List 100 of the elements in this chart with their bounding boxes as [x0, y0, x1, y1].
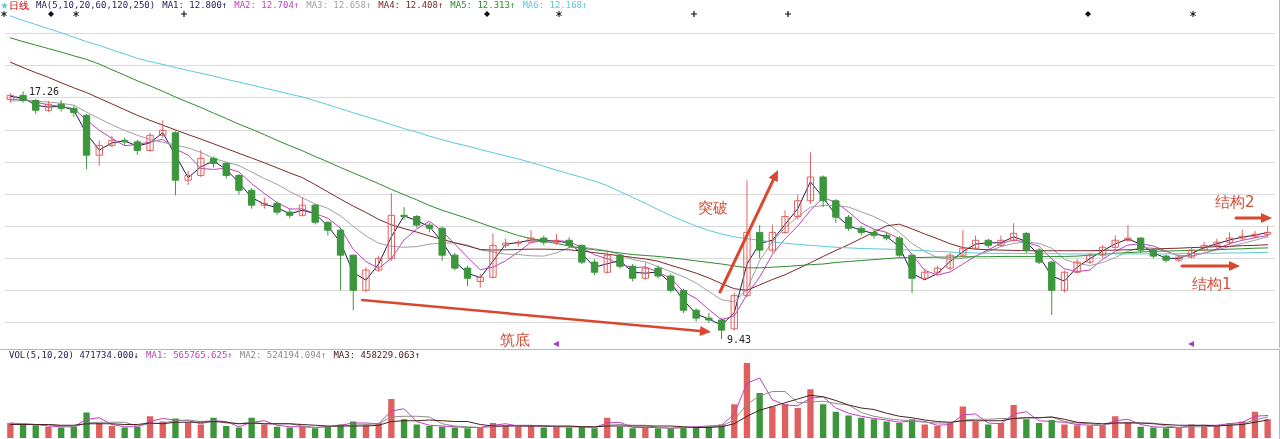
- bar: [756, 393, 763, 438]
- bar: [616, 426, 624, 438]
- candlestick: [235, 173, 243, 195]
- bar: [1010, 405, 1017, 438]
- annotation: 筑底: [500, 331, 530, 349]
- bar: [1264, 419, 1271, 438]
- candlestick: [603, 250, 611, 275]
- text: MA3: 458229.063↑: [333, 350, 421, 361]
- bar: [896, 423, 903, 438]
- bar: [45, 426, 52, 438]
- candlestick: [1124, 224, 1132, 243]
- candlestick: [298, 196, 307, 218]
- annotation: 突破: [698, 199, 728, 217]
- candlestick: [895, 235, 904, 259]
- bar: [1162, 428, 1170, 438]
- bar: [629, 428, 636, 438]
- candlestick: [108, 135, 116, 148]
- bar: [184, 423, 192, 438]
- bar: [578, 426, 586, 438]
- bar: [1137, 426, 1144, 438]
- bar: [1099, 425, 1106, 438]
- bar: [235, 427, 243, 438]
- bar: [1073, 425, 1081, 438]
- candlestick: [489, 232, 497, 279]
- bar: [121, 427, 128, 438]
- legend-title: VOL(5,10,20) 471734.000↓: [9, 350, 140, 361]
- bar: [807, 389, 814, 438]
- bar: [32, 425, 39, 438]
- candlestick: [908, 253, 916, 294]
- bar: [832, 411, 840, 438]
- candlestick: [247, 187, 256, 210]
- chart-title: 日线: [9, 0, 29, 11]
- candlestick: [362, 266, 370, 293]
- candlestick: [755, 224, 764, 259]
- candlestick: [794, 193, 802, 221]
- bar: [858, 417, 865, 438]
- text: MA3: 12.658↑: [306, 0, 372, 11]
- text: MA2: 524194.094↑: [239, 350, 327, 361]
- candlestick: [1022, 231, 1031, 254]
- text: MA1: 12.800↑: [162, 0, 228, 11]
- candlestick: [679, 288, 688, 314]
- bar: [515, 426, 522, 438]
- bar: [108, 426, 116, 438]
- candlestick: [578, 243, 586, 265]
- bar: [7, 423, 14, 438]
- bar: [451, 427, 459, 438]
- candlestick: [400, 206, 408, 221]
- annotation: 9.43: [727, 334, 752, 345]
- candlestick: [667, 273, 675, 293]
- bar: [972, 421, 979, 438]
- bar: [997, 423, 1005, 438]
- bar: [286, 427, 293, 438]
- candlestick: [717, 317, 726, 339]
- candlestick: [743, 179, 751, 298]
- bar: [540, 427, 547, 438]
- bar: [845, 415, 852, 438]
- bar: [134, 426, 141, 438]
- candlestick: [527, 229, 535, 244]
- bar: [57, 427, 65, 438]
- bar: [934, 426, 941, 438]
- bar: [769, 406, 776, 438]
- candlestick: [1060, 269, 1069, 293]
- bar: [261, 424, 268, 438]
- bar: [921, 424, 928, 438]
- bar: [299, 426, 306, 438]
- bar: [413, 424, 420, 438]
- candlestick: [19, 90, 27, 104]
- bar: [311, 428, 319, 438]
- text: MA4: 12.408↑: [378, 0, 444, 11]
- text: MA2: 12.704↑: [234, 0, 300, 11]
- candlestick: [387, 192, 396, 262]
- bar: [1061, 424, 1068, 438]
- bar: [210, 417, 217, 438]
- candlestick: [95, 140, 103, 167]
- candlestick: [1251, 230, 1259, 240]
- candlestick: [463, 265, 472, 287]
- bar: [1023, 419, 1030, 438]
- bar: [870, 419, 878, 438]
- bar: [1035, 423, 1043, 438]
- bar: [654, 428, 662, 438]
- bar: [70, 426, 78, 438]
- candlestick: [197, 149, 205, 178]
- candlestick: [70, 105, 78, 118]
- candlestick: [959, 229, 967, 259]
- bar: [273, 426, 281, 438]
- candlestick: [781, 209, 789, 235]
- bar: [642, 427, 649, 438]
- annotation: 结构2: [1215, 193, 1255, 211]
- bar: [400, 419, 408, 438]
- bar: [426, 426, 433, 438]
- bar: [883, 421, 890, 438]
- bar: [985, 424, 992, 438]
- text: MA6: 12.168↑: [522, 0, 588, 11]
- bar: [819, 404, 827, 438]
- candlestick: [806, 151, 815, 205]
- bar: [1175, 427, 1182, 438]
- bar: [781, 404, 789, 438]
- bar: [1150, 427, 1157, 438]
- candlestick: [819, 174, 827, 208]
- bar: [477, 427, 484, 438]
